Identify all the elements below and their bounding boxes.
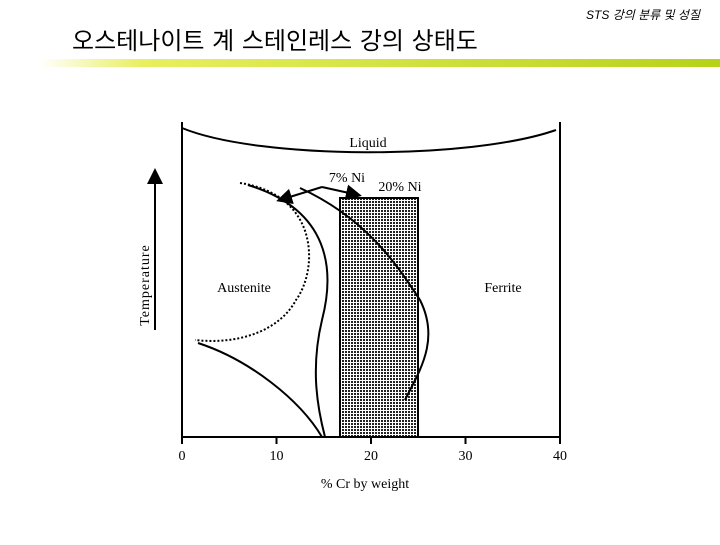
boundary-7ni — [194, 182, 311, 342]
x-tick-label: 0 — [179, 449, 186, 464]
austenite-label: Austenite — [217, 281, 271, 296]
x-axis-label: % Cr by weight — [321, 477, 409, 492]
x-tick-label: 10 — [270, 449, 284, 464]
x-tick-label: 20 — [364, 449, 378, 464]
boundary-20ni — [299, 187, 430, 401]
ferrite-label: Ferrite — [484, 281, 521, 296]
title: 오스테나이트 계 스테인레스 강의 상태도 — [72, 27, 478, 55]
ni7-label: 7% Ni — [329, 171, 365, 186]
boundary-austenite — [247, 184, 329, 438]
x-tick-label: 30 — [459, 449, 473, 464]
title-bar — [40, 59, 720, 67]
shaded-region — [339, 197, 419, 438]
y-axis-label: Temperature — [138, 244, 153, 326]
x-tick-label: 40 — [553, 449, 567, 464]
liquid-label: Liquid — [349, 136, 386, 151]
boundary-lower — [197, 342, 323, 438]
liquidus — [181, 127, 557, 154]
subtitle: STS 강의 분류 및 성질 — [586, 8, 701, 22]
arrow-20ni — [321, 184, 362, 201]
ni20-label: 20% Ni — [378, 180, 421, 195]
arrow-7ni — [276, 186, 323, 205]
x-ticks: 0 10 20 30 40 — [179, 437, 567, 464]
